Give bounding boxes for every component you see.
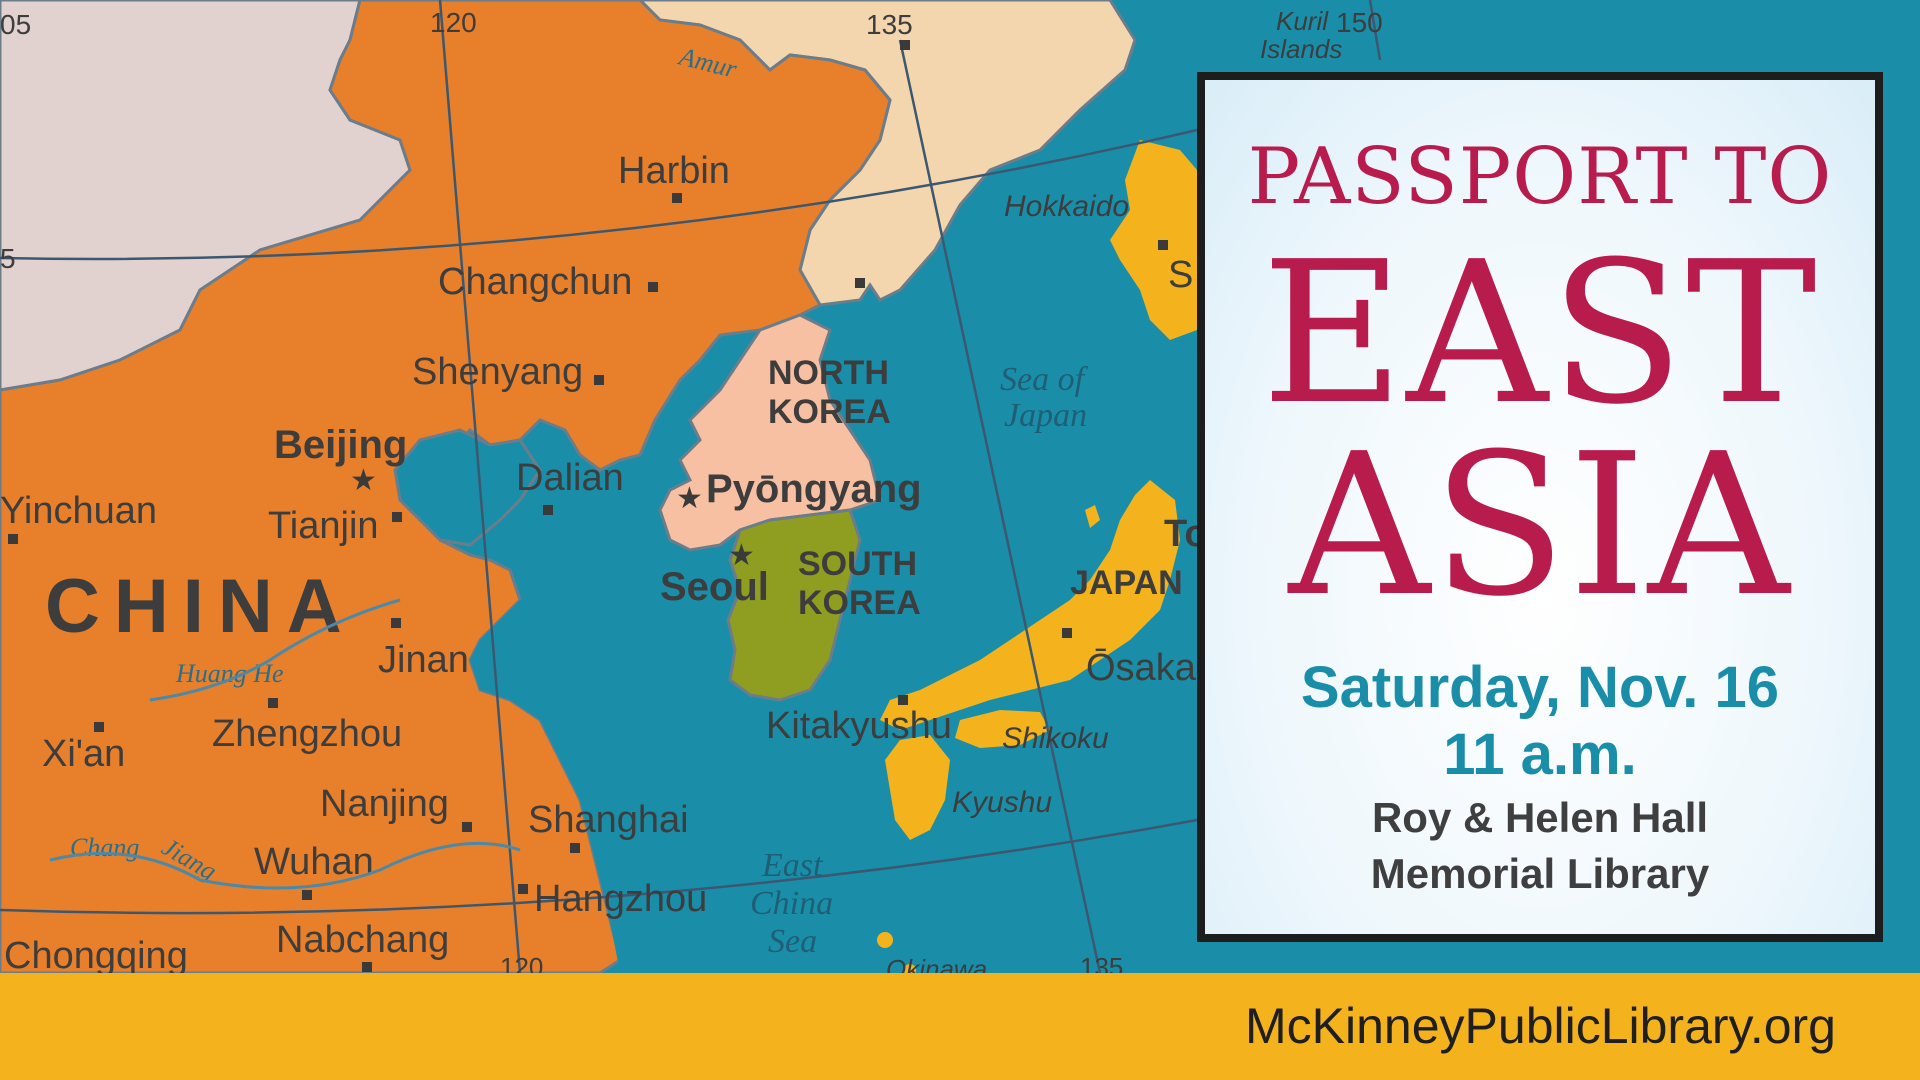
rivers [49,598,521,890]
sea-label-east-china-1: East [761,847,824,884]
title-line-east: EAST [1261,220,1819,448]
city-label-pyongyang: Pyōngyang [706,467,922,511]
footer-bar: McKinneyPublicLibrary.org [0,973,1920,1080]
japan-shikoku [955,710,1050,748]
region-label-kuril-2: Islands [1260,34,1342,64]
longitude-label-105: 05 [0,9,31,40]
beijing-star-icon: ★ [350,464,377,497]
region-label-kuril-1: Kuril [1276,6,1329,36]
jinan-marker [391,618,401,628]
city-label-dalian: Dalian [516,457,624,499]
vladivostok-marker [855,278,865,288]
country-label-north-korea-1: NORTH [768,354,889,392]
tianjin-marker [392,512,402,522]
event-venue-line-2: Memorial Library [1370,850,1710,898]
sea-label-japan-2: Japan [1004,397,1087,434]
city-label-sapporo-partial: S [1168,254,1193,296]
shenyang-marker [594,375,604,385]
country-label-south-korea-1: SOUTH [798,545,917,583]
osaka-marker [1062,628,1072,638]
city-label-hangzhou: Hangzhou [534,878,707,920]
event-date: Saturday, Nov. 16 [1300,655,1780,721]
longitude-label-135-top: 135 [866,9,913,40]
wuhan-marker [302,890,312,900]
capital-markers: ★ ★ ★ [350,464,755,572]
city-label-nanjing: Nanjing [320,783,449,825]
city-label-seoul: Seoul [660,565,769,609]
kitakyushu-marker [898,695,908,705]
japan-kyushu [885,735,950,840]
bohai-sea [393,428,542,547]
sea-label-japan-1: Sea of [1000,361,1089,398]
south-korea-region [726,508,862,702]
japan-island-1 [877,932,893,948]
yellow-sea [470,540,870,973]
latitude-label-left: 5 [0,243,16,274]
library-website-url: McKinneyPublicLibrary.org [1245,998,1836,1054]
city-label-jinan: Jinan [378,639,469,681]
seoul-star-icon: ★ [728,539,755,572]
event-venue-line-1: Roy & Helen Hall [1371,793,1709,841]
river-label-chang-1: Chang [70,833,139,862]
sea-label-east-china-2: China [750,885,833,922]
harbin-marker [672,193,682,203]
longitude-label-150-top: 150 [1336,7,1383,38]
sapporo-marker [1158,240,1168,250]
title-line-passport-to: PASSPORT TO [1247,132,1833,222]
shanghai-marker [570,843,580,853]
title-line-asia: ASIA [1288,412,1792,641]
city-label-xian: Xi'an [42,733,125,775]
city-label-yinchuan: Yinchuan [0,490,157,532]
city-label-beijing: Beijing [274,423,407,467]
changchun-marker [648,282,658,292]
nanjing-marker [462,822,472,832]
yinchuan-marker [8,534,18,544]
city-label-shanghai: Shanghai [528,799,689,841]
dalian-marker [543,505,553,515]
zhengzhou-marker [268,698,278,708]
country-label-north-korea-2: KOREA [768,393,891,431]
hangzhou-marker [518,884,528,894]
city-markers [8,40,1168,972]
city-label-kitakyushu: Kitakyushu [766,705,952,747]
city-label-nanchang: Nabchang [276,919,449,961]
city-label-osaka: Ōsaka [1086,647,1197,689]
north-korea-region [658,313,882,552]
country-label-south-korea-2: KOREA [798,584,921,622]
city-label-changchun: Changchun [438,261,632,303]
city-label-shenyang: Shenyang [412,351,583,393]
city-label-chongqing: Chongqing [4,935,188,977]
longitude-label-120-top: 120 [430,7,477,38]
japan-sado [1085,505,1100,528]
city-label-harbin: Harbin [618,150,730,192]
japan-hokkaido [1110,140,1197,340]
river-label-huang-he: Huang He [175,659,284,688]
graticule [0,0,1382,974]
city-label-wuhan: Wuhan [254,841,374,883]
region-label-shikoku: Shikoku [1002,722,1109,755]
city-label-zhengzhou: Zhengzhou [212,713,402,755]
country-label-china: CHINA [45,564,356,649]
event-time: 11 a.m. [1443,721,1637,787]
city-label-tianjin: Tianjin [268,505,379,547]
event-info-card: PASSPORT TO EAST ASIA Saturday, Nov. 16 … [1197,72,1883,942]
region-label-hokkaido: Hokkaido [1004,190,1129,223]
khabarovsk-marker [900,40,910,50]
region-label-kyushu: Kyushu [952,786,1052,819]
nanchang-marker [362,962,372,972]
pyongyang-star-icon: ★ [676,482,703,515]
japan-honshu [880,480,1180,730]
sea-label-east-china-3: Sea [768,923,817,960]
country-label-japan: JAPAN [1070,564,1183,602]
xian-marker [94,722,104,732]
